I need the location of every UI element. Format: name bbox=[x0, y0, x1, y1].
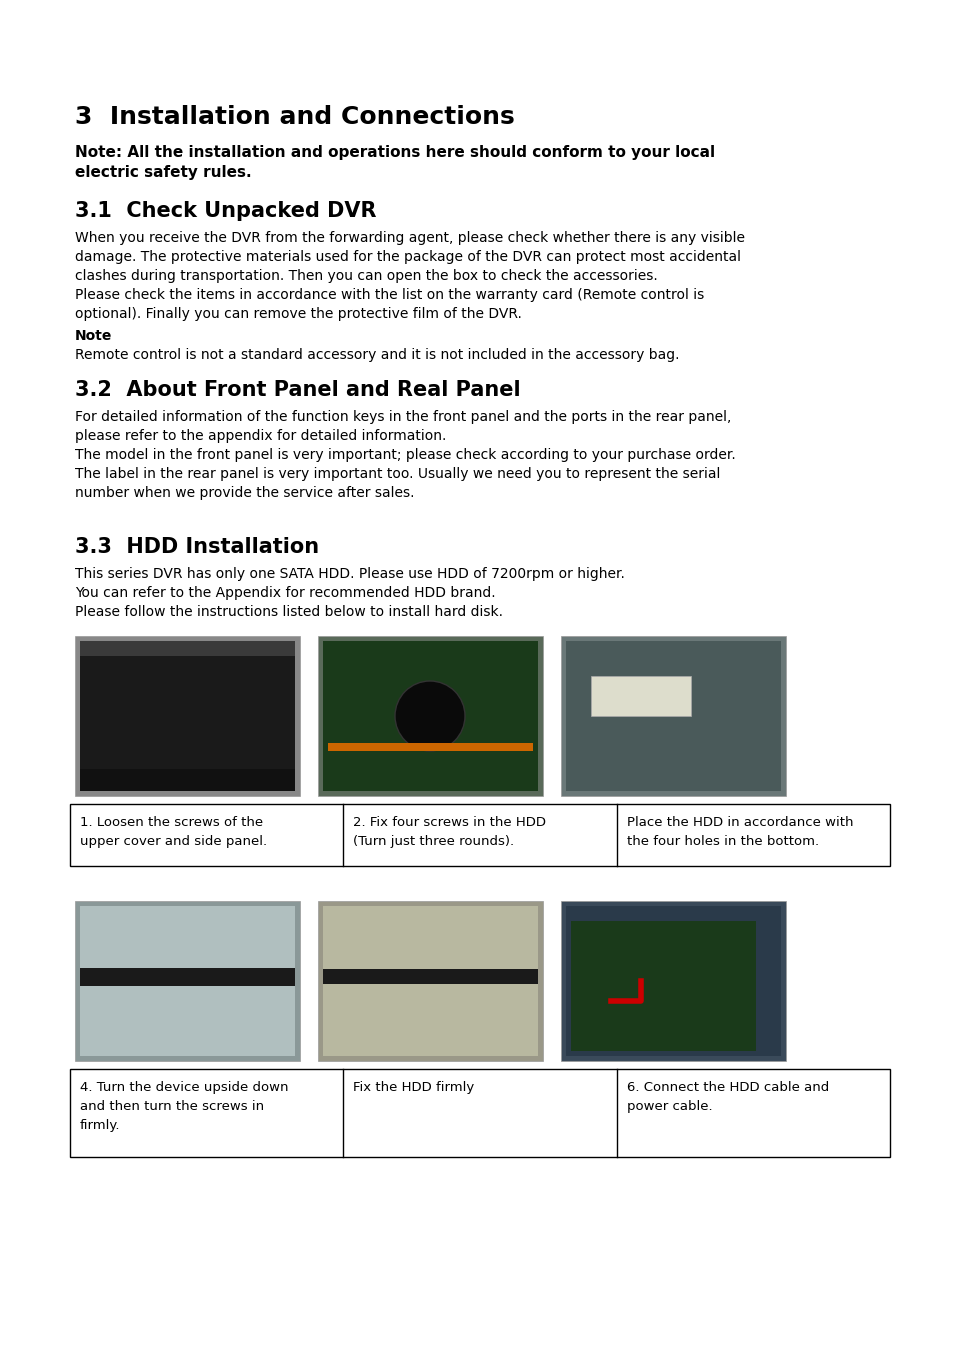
Text: 3.2  About Front Panel and Real Panel: 3.2 About Front Panel and Real Panel bbox=[75, 379, 520, 400]
Bar bbox=[75, 636, 299, 796]
Bar bbox=[560, 636, 785, 796]
Bar bbox=[80, 647, 294, 791]
Text: The model in the front panel is very important; please check according to your p: The model in the front panel is very imp… bbox=[75, 448, 735, 462]
Bar bbox=[323, 969, 537, 984]
Bar bbox=[560, 900, 785, 1061]
Text: the four holes in the bottom.: the four holes in the bottom. bbox=[626, 836, 818, 848]
Text: Please follow the instructions listed below to install hard disk.: Please follow the instructions listed be… bbox=[75, 605, 502, 620]
Text: clashes during transportation. Then you can open the box to check the accessorie: clashes during transportation. Then you … bbox=[75, 269, 657, 284]
Text: Fix the HDD firmly: Fix the HDD firmly bbox=[353, 1081, 474, 1094]
Bar bbox=[80, 641, 294, 656]
Text: Remote control is not a standard accessory and it is not included in the accesso: Remote control is not a standard accesso… bbox=[75, 348, 679, 362]
Bar bbox=[80, 906, 294, 1056]
Text: electric safety rules.: electric safety rules. bbox=[75, 165, 252, 180]
Bar bbox=[70, 1069, 889, 1157]
Text: firmly.: firmly. bbox=[80, 1119, 120, 1133]
Text: please refer to the appendix for detailed information.: please refer to the appendix for detaile… bbox=[75, 429, 446, 443]
Text: The label in the rear panel is very important too. Usually we need you to repres: The label in the rear panel is very impo… bbox=[75, 467, 720, 481]
Text: Note: All the installation and operations here should conform to your local: Note: All the installation and operation… bbox=[75, 144, 715, 161]
Text: Place the HDD in accordance with: Place the HDD in accordance with bbox=[626, 815, 852, 829]
Text: Note: Note bbox=[75, 329, 112, 343]
Text: (Turn just three rounds).: (Turn just three rounds). bbox=[353, 836, 514, 848]
Bar bbox=[80, 968, 294, 986]
Text: and then turn the screws in: and then turn the screws in bbox=[80, 1100, 264, 1112]
Bar bbox=[590, 676, 690, 716]
Text: power cable.: power cable. bbox=[626, 1100, 712, 1112]
Text: upper cover and side panel.: upper cover and side panel. bbox=[80, 836, 267, 848]
Circle shape bbox=[395, 680, 464, 751]
Text: When you receive the DVR from the forwarding agent, please check whether there i: When you receive the DVR from the forwar… bbox=[75, 231, 744, 244]
Bar bbox=[317, 900, 542, 1061]
Bar bbox=[565, 906, 781, 1056]
Text: 3.1  Check Unpacked DVR: 3.1 Check Unpacked DVR bbox=[75, 201, 376, 221]
Text: 1. Loosen the screws of the: 1. Loosen the screws of the bbox=[80, 815, 263, 829]
Text: optional). Finally you can remove the protective film of the DVR.: optional). Finally you can remove the pr… bbox=[75, 306, 521, 321]
Bar bbox=[323, 906, 537, 1056]
Text: 2. Fix four screws in the HDD: 2. Fix four screws in the HDD bbox=[353, 815, 546, 829]
Bar bbox=[323, 641, 537, 791]
Text: You can refer to the Appendix for recommended HDD brand.: You can refer to the Appendix for recomm… bbox=[75, 586, 496, 599]
Bar bbox=[565, 641, 781, 791]
Text: For detailed information of the function keys in the front panel and the ports i: For detailed information of the function… bbox=[75, 410, 731, 424]
Bar bbox=[328, 743, 533, 751]
Bar bbox=[571, 921, 755, 1052]
Bar bbox=[80, 769, 294, 791]
Bar bbox=[317, 636, 542, 796]
Text: Please check the items in accordance with the list on the warranty card (Remote : Please check the items in accordance wit… bbox=[75, 288, 703, 302]
Text: 3.3  HDD Installation: 3.3 HDD Installation bbox=[75, 537, 319, 558]
Text: number when we provide the service after sales.: number when we provide the service after… bbox=[75, 486, 414, 500]
Text: 6. Connect the HDD cable and: 6. Connect the HDD cable and bbox=[626, 1081, 828, 1094]
Bar bbox=[70, 805, 889, 865]
Bar bbox=[75, 900, 299, 1061]
Text: 4. Turn the device upside down: 4. Turn the device upside down bbox=[80, 1081, 288, 1094]
Text: damage. The protective materials used for the package of the DVR can protect mos: damage. The protective materials used fo… bbox=[75, 250, 740, 265]
Text: This series DVR has only one SATA HDD. Please use HDD of 7200rpm or higher.: This series DVR has only one SATA HDD. P… bbox=[75, 567, 624, 580]
Text: 3  Installation and Connections: 3 Installation and Connections bbox=[75, 105, 515, 130]
